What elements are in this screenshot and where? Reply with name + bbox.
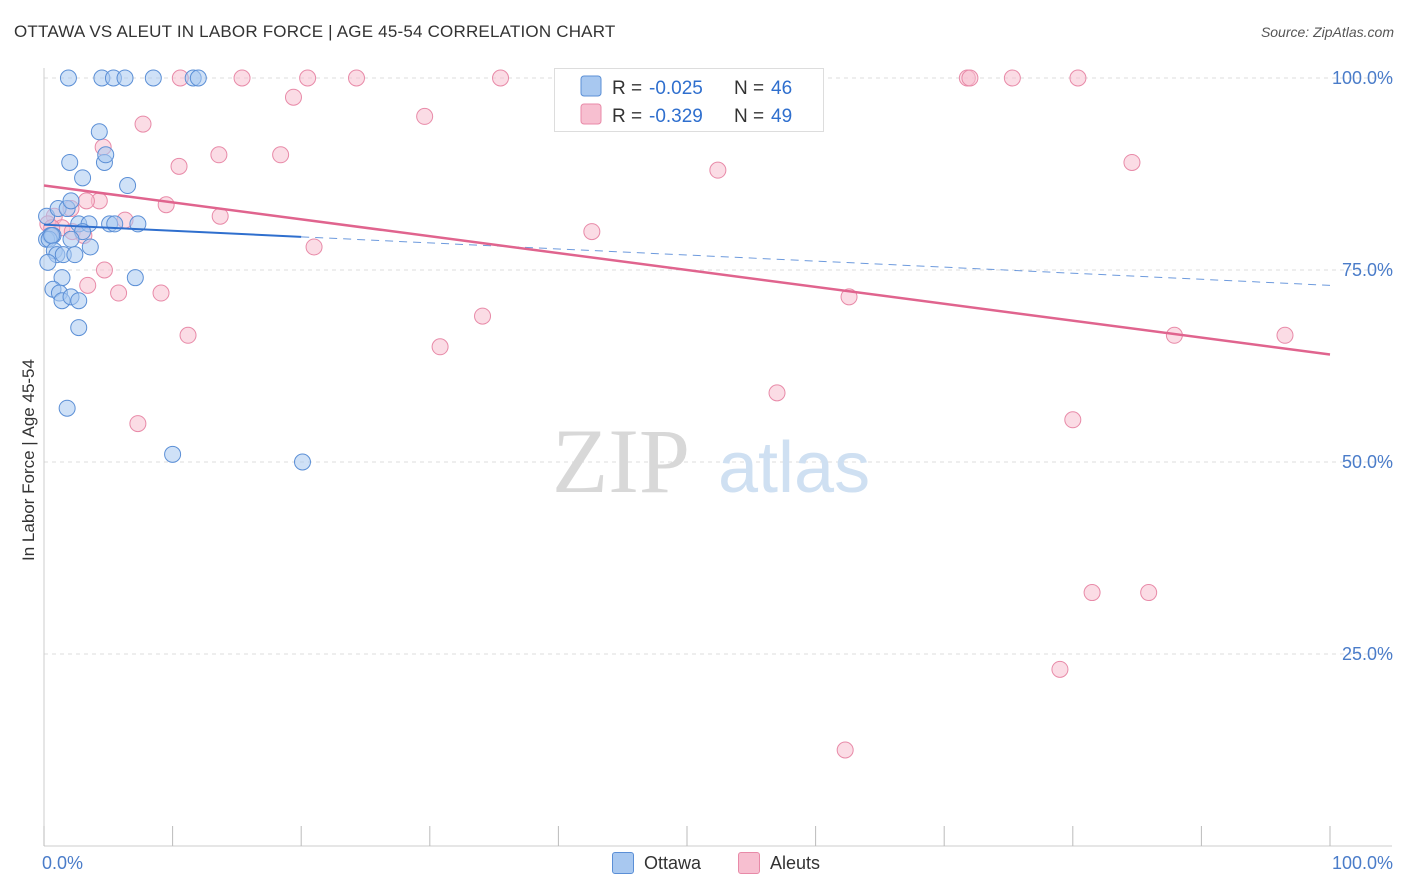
ottawa-point-28 <box>62 230 80 248</box>
aleuts-point-3 <box>347 69 365 87</box>
ottawa-point-10 <box>97 146 115 164</box>
aleuts-point-33 <box>95 261 113 279</box>
series-legend: Ottawa Aleuts <box>0 852 1406 878</box>
x-tick-label-max: 100.0% <box>1332 853 1393 873</box>
ottawa-point-43 <box>58 399 76 417</box>
ottawa-point-0 <box>59 69 77 87</box>
ottawa-point-3 <box>116 69 134 87</box>
aleuts-point-42 <box>431 338 449 356</box>
aleuts-point-9 <box>1069 69 1087 87</box>
aleuts-point-21 <box>157 196 175 214</box>
aleuts-point-7 <box>961 69 979 87</box>
legend-label-aleuts: Aleuts <box>770 852 821 873</box>
aleuts-point-36 <box>152 284 170 302</box>
ottawa-point-21 <box>129 215 147 233</box>
ottawa-point-20 <box>106 215 124 233</box>
aleuts-point-1 <box>233 69 251 87</box>
ottawa-r-value: -0.025 <box>649 78 703 99</box>
ottawa-point-8 <box>61 153 79 171</box>
ottawa-point-34 <box>39 253 57 271</box>
aleuts-point-18 <box>1123 153 1141 171</box>
ottawa-point-45 <box>293 453 311 471</box>
legend-item-ottawa: Ottawa <box>612 852 701 874</box>
watermark-zip: ZIP <box>552 410 690 512</box>
aleuts-point-47 <box>1140 584 1158 602</box>
aleuts-point-32 <box>305 238 323 256</box>
ottawa-point-42 <box>70 319 88 337</box>
aleuts-point-44 <box>129 415 147 433</box>
aleuts-point-41 <box>1276 326 1294 344</box>
aleuts-point-45 <box>1064 411 1082 429</box>
ottawa-n-label: N = <box>734 78 764 99</box>
ottawa-point-33 <box>66 246 84 264</box>
watermark: ZIP atlas <box>552 410 870 512</box>
ottawa-point-16 <box>62 192 80 210</box>
aleuts-point-0 <box>836 741 854 759</box>
aleuts-point-10 <box>284 88 302 106</box>
chart-title: OTTAWA VS ALEUT IN LABOR FORCE | AGE 45-… <box>14 22 616 41</box>
aleuts-point-43 <box>768 384 786 402</box>
aleuts-point-8 <box>1003 69 1021 87</box>
aleuts-points <box>39 69 1294 759</box>
ottawa-n-value: 46 <box>771 78 792 99</box>
aleuts-point-48 <box>1051 660 1069 678</box>
legend-item-aleuts: Aleuts <box>738 852 820 874</box>
aleuts-point-14 <box>210 146 228 164</box>
x-tick-label-min: 0.0% <box>42 853 83 873</box>
aleuts-point-35 <box>110 284 128 302</box>
ottawa-trend-solid <box>43 223 302 238</box>
ottawa-legend-swatch <box>580 75 602 97</box>
aleuts-point-46 <box>1083 584 1101 602</box>
tick-labels: 25.0% 50.0% 75.0% 100.0% 0.0% 100.0% <box>42 68 1393 873</box>
aleuts-trend <box>43 184 1331 356</box>
ottawa-point-6 <box>189 69 207 87</box>
ottawa-point-26 <box>43 226 61 244</box>
aleuts-point-34 <box>79 276 97 294</box>
aleuts-point-31 <box>583 223 601 241</box>
ottawa-r-label: R = <box>612 78 642 99</box>
legend-label-ottawa: Ottawa <box>644 852 702 873</box>
aleuts-n-value: 49 <box>771 106 792 127</box>
aleuts-point-17 <box>709 161 727 179</box>
y-axis-label: In Labor Force | Age 45-54 <box>19 359 38 561</box>
y-tick-label-50: 50.0% <box>1342 452 1393 472</box>
ottawa-trend-dashed <box>301 236 1331 286</box>
ottawa-swatch <box>612 852 634 874</box>
aleuts-point-39 <box>179 326 197 344</box>
source-label: Source: ZipAtlas.com <box>1260 24 1394 40</box>
ottawa-point-4 <box>144 69 162 87</box>
aleuts-point-15 <box>272 146 290 164</box>
aleuts-point-20 <box>77 192 95 210</box>
stats-legend: R = -0.025 N = 46 R = -0.329 N = 49 <box>554 68 824 132</box>
aleuts-point-4 <box>492 69 510 87</box>
aleuts-legend-swatch <box>580 103 602 125</box>
aleuts-r-value: -0.329 <box>649 106 703 127</box>
aleuts-n-label: N = <box>734 106 764 127</box>
aleuts-point-16 <box>170 157 188 175</box>
y-tick-label-100: 100.0% <box>1332 68 1393 88</box>
ottawa-point-36 <box>126 269 144 287</box>
y-tick-label-75: 75.0% <box>1342 260 1393 280</box>
aleuts-point-2 <box>299 69 317 87</box>
ottawa-point-44 <box>164 445 182 463</box>
ottawa-point-41 <box>70 292 88 310</box>
gridlines <box>44 77 1392 655</box>
y-tick-label-25: 25.0% <box>1342 644 1393 664</box>
watermark-atlas: atlas <box>718 428 870 508</box>
aleuts-point-11 <box>416 107 434 125</box>
ottawa-point-11 <box>74 169 92 187</box>
ottawa-point-7 <box>90 123 108 141</box>
ottawa-point-12 <box>119 177 137 195</box>
ottawa-point-29 <box>81 238 99 256</box>
aleuts-r-label: R = <box>612 106 642 127</box>
aleuts-point-38 <box>474 307 492 325</box>
axes <box>43 68 1392 847</box>
aleuts-point-12 <box>134 115 152 133</box>
ottawa-points <box>38 69 311 471</box>
trend-lines <box>43 184 1331 356</box>
aleuts-swatch <box>738 852 760 874</box>
